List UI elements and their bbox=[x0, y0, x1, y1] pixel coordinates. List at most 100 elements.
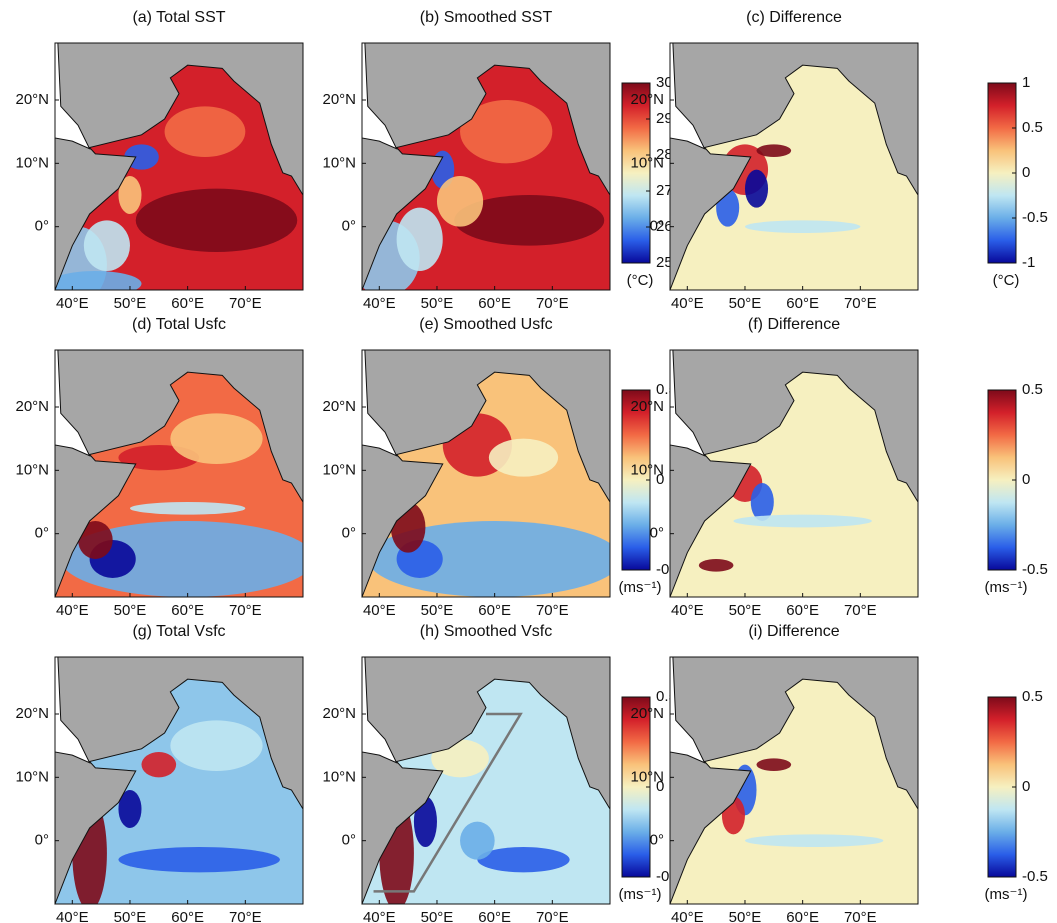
colorbar bbox=[987, 389, 1017, 571]
y-tick-label: 0° bbox=[35, 218, 49, 235]
map-frame bbox=[54, 656, 304, 905]
map-frame bbox=[669, 349, 919, 598]
y-tick-label: 0° bbox=[342, 525, 356, 542]
x-tick-label: 70°E bbox=[536, 295, 569, 312]
colorbar-tick-label: 26 bbox=[656, 218, 673, 235]
y-tick-label: 20°N bbox=[322, 91, 356, 108]
x-tick-label: 60°E bbox=[786, 602, 819, 619]
y-tick-label: 10°N bbox=[15, 461, 49, 478]
field-feature bbox=[124, 144, 159, 170]
colorbar-tick-label: 0 bbox=[1022, 778, 1030, 795]
colorbar-tick-label: 30 bbox=[656, 74, 673, 91]
africa-land bbox=[54, 656, 91, 764]
field-feature bbox=[118, 790, 142, 828]
coastline bbox=[361, 678, 611, 905]
y-tick-label: 20°N bbox=[15, 705, 49, 722]
colorbar-tick-label: 0.5 bbox=[1022, 381, 1043, 398]
y-tick-label: 0° bbox=[650, 525, 664, 542]
colorbar-tick-label: 1 bbox=[1022, 74, 1030, 91]
coastline bbox=[669, 64, 919, 291]
africa-land bbox=[54, 42, 91, 150]
map-panel: (f) Difference 40°E 50°E 60°E 70°E 20°N 10°N 0°… bbox=[630, 316, 1047, 619]
y-tick-label: 0° bbox=[35, 525, 49, 542]
map-frame bbox=[361, 349, 611, 598]
y-tick-label: 0° bbox=[650, 218, 664, 235]
x-tick-label: 60°E bbox=[478, 909, 511, 923]
field-feature bbox=[78, 521, 113, 559]
africa-land bbox=[669, 349, 706, 457]
x-tick-label: 40°E bbox=[363, 295, 396, 312]
coastline bbox=[54, 64, 304, 291]
x-tick-label: 70°E bbox=[536, 909, 569, 923]
colorbar-unit: (ms⁻¹) bbox=[619, 886, 662, 903]
field-feature bbox=[129, 502, 246, 515]
panel-title: (f) Difference bbox=[748, 316, 840, 333]
x-tick-label: 60°E bbox=[478, 295, 511, 312]
panel-title: (d) Total Usfc bbox=[132, 316, 226, 333]
x-tick-label: 50°E bbox=[421, 295, 454, 312]
x-tick-label: 60°E bbox=[478, 602, 511, 619]
colorbar-tick-label: -1 bbox=[1022, 254, 1035, 271]
field-feature bbox=[477, 847, 570, 873]
x-tick-label: 40°E bbox=[363, 909, 396, 923]
colorbar bbox=[621, 696, 651, 878]
panel-title: (e) Smoothed Usfc bbox=[419, 316, 552, 333]
field-feature bbox=[756, 758, 792, 772]
colorbar bbox=[621, 389, 651, 571]
colorbar-tick-label: 29 bbox=[656, 110, 673, 127]
field-feature bbox=[744, 169, 769, 208]
x-tick-label: 50°E bbox=[421, 602, 454, 619]
map-panel: (c) Difference 40°E 50°E 60°E 70°E 20°N 10°N 0°… bbox=[630, 9, 1047, 312]
field-feature bbox=[488, 438, 559, 477]
colorbar-unit: (ms⁻¹) bbox=[985, 579, 1028, 596]
panel-title: (h) Smoothed Vsfc bbox=[420, 623, 553, 640]
field-feature bbox=[756, 144, 792, 158]
map-frame bbox=[361, 656, 611, 905]
y-tick-label: 0° bbox=[342, 832, 356, 849]
y-tick-label: 20°N bbox=[322, 398, 356, 415]
x-tick-label: 60°E bbox=[171, 909, 204, 923]
y-tick-label: 10°N bbox=[630, 154, 664, 171]
map-frame bbox=[361, 42, 611, 291]
field-feature bbox=[367, 521, 610, 597]
field-feature bbox=[170, 720, 263, 772]
y-tick-label: 10°N bbox=[630, 768, 664, 785]
colorbar-tick-label: 0 bbox=[1022, 164, 1030, 181]
field-feature bbox=[164, 106, 246, 157]
africa-land bbox=[361, 42, 398, 150]
africa-land bbox=[669, 42, 706, 150]
x-tick-label: 50°E bbox=[729, 909, 762, 923]
x-tick-label: 70°E bbox=[536, 602, 569, 619]
x-tick-label: 40°E bbox=[671, 295, 704, 312]
field-feature bbox=[55, 271, 142, 291]
region-outline bbox=[373, 712, 523, 893]
x-tick-label: 70°E bbox=[229, 909, 262, 923]
colorbar-tick-label: 0.5 bbox=[1022, 688, 1043, 705]
coastline bbox=[361, 371, 611, 598]
x-tick-label: 50°E bbox=[114, 295, 147, 312]
africa-land bbox=[361, 656, 398, 764]
colorbar bbox=[987, 82, 1017, 264]
colorbar-unit: (ms⁻¹) bbox=[985, 886, 1028, 903]
x-tick-label: 60°E bbox=[171, 602, 204, 619]
x-tick-label: 60°E bbox=[171, 295, 204, 312]
colorbar-tick-label: 25 bbox=[656, 254, 673, 271]
coastline bbox=[669, 371, 919, 598]
field-feature bbox=[460, 821, 495, 860]
map-frame bbox=[669, 42, 919, 291]
map-panel: (e) Smoothed Usfc 40°E 50°E 60°E 70°E 20°N 10°… bbox=[322, 316, 681, 619]
y-tick-label: 10°N bbox=[322, 461, 356, 478]
map-panel: (b) Smoothed SST 40°E 50°E 60°E 70°E 20°N 10°N… bbox=[322, 9, 672, 312]
colorbar-tick-label: 27 bbox=[656, 182, 673, 199]
field-feature bbox=[83, 220, 130, 271]
x-tick-label: 40°E bbox=[363, 602, 396, 619]
colorbar bbox=[621, 82, 651, 264]
colorbar-tick-label: -0.5 bbox=[1022, 209, 1048, 226]
y-tick-label: 20°N bbox=[322, 705, 356, 722]
y-tick-label: 20°N bbox=[15, 398, 49, 415]
panel-title: (g) Total Vsfc bbox=[132, 623, 225, 640]
field-feature bbox=[744, 220, 861, 234]
coastline bbox=[361, 64, 611, 291]
map-panel: (i) Difference 40°E 50°E 60°E 70°E 20°N 10°N 0°… bbox=[630, 623, 1047, 923]
